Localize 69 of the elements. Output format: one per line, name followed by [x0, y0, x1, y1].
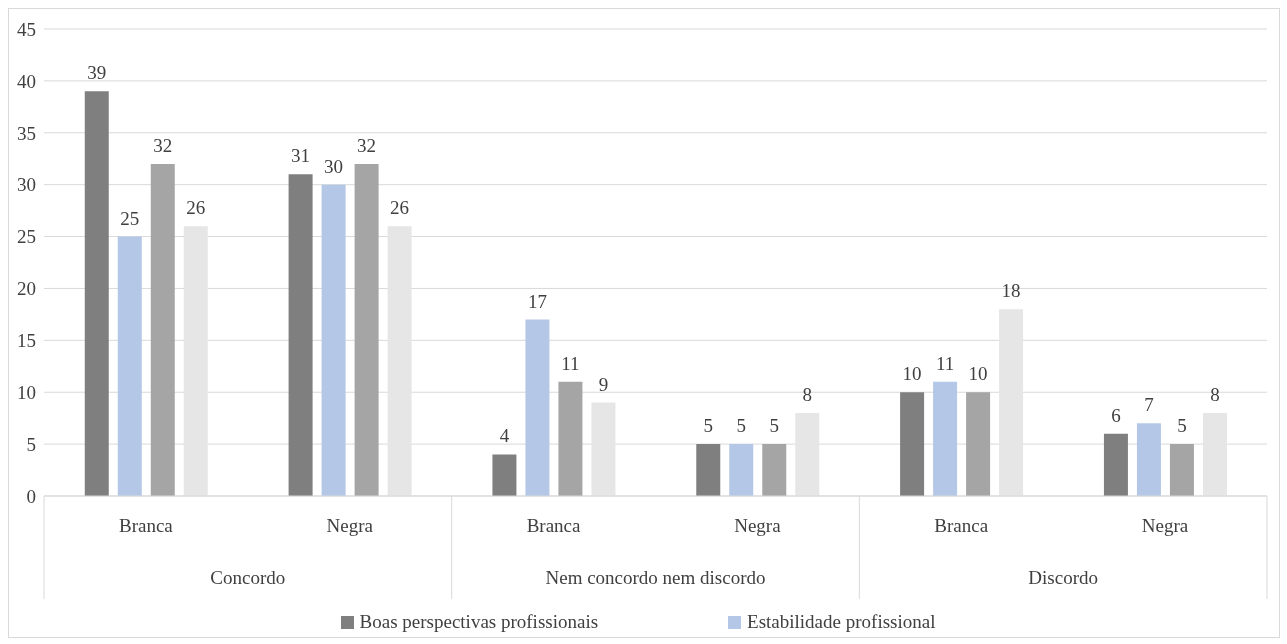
data-label: 6 [1111, 404, 1121, 426]
data-label: 11 [561, 352, 580, 374]
data-label: 9 [598, 373, 609, 395]
data-label: 4 [499, 425, 510, 447]
y-tick-label: 15 [17, 330, 36, 352]
legend-label: Boas perspectivas profissionais [358, 611, 599, 633]
bar [1136, 423, 1161, 496]
bar [999, 309, 1024, 496]
x-tick-label: Branca [526, 515, 582, 536]
data-label: 39 [87, 62, 107, 84]
x-tick-label: Branca [119, 515, 174, 536]
data-label: 31 [291, 145, 311, 167]
y-tick-label: 40 [17, 70, 36, 92]
bar [387, 226, 412, 496]
data-label: 5 [1177, 415, 1187, 437]
x-tick-label: Negra [734, 515, 782, 536]
bar [321, 184, 346, 496]
bar [288, 174, 313, 496]
bar [183, 226, 208, 496]
bar [492, 454, 517, 496]
y-tick-label: 5 [26, 433, 36, 455]
text: Discordo [1028, 567, 1098, 588]
bar [696, 444, 721, 496]
bar [525, 319, 550, 496]
y-tick-label: 45 [17, 18, 36, 40]
data-label: 26 [186, 197, 206, 219]
bar [150, 163, 175, 496]
data-label: 5 [769, 415, 780, 437]
y-tick-label: 0 [26, 485, 36, 507]
bar [558, 381, 583, 496]
bar [1103, 433, 1128, 496]
bar [900, 392, 925, 496]
x-tick-label: Negra [326, 515, 374, 536]
data-label: 8 [802, 383, 813, 405]
data-label: 10 [968, 363, 988, 385]
text: Nem concordo nem discordo [545, 567, 766, 588]
bar [117, 236, 142, 496]
legend-label: Estabilidade profissional [746, 611, 936, 633]
data-label: 17 [527, 290, 547, 312]
data-label: 32 [153, 134, 173, 156]
data-label: 8 [1210, 383, 1220, 405]
bar [84, 91, 109, 496]
bar [1202, 412, 1227, 496]
data-label: 30 [324, 155, 344, 177]
x-tick-label: Branca [934, 515, 989, 536]
x-tick-label: Negra [1141, 515, 1189, 536]
data-label: 5 [703, 415, 714, 437]
bar [762, 444, 787, 496]
y-tick-label: 35 [17, 122, 36, 144]
bar [933, 381, 958, 496]
data-label: 5 [736, 415, 747, 437]
data-label: 25 [120, 207, 140, 229]
bar [966, 392, 991, 496]
data-label: 10 [902, 363, 922, 385]
bar [795, 412, 820, 496]
y-tick-label: 25 [17, 226, 36, 248]
text: Concordo [210, 567, 286, 588]
data-label: 32 [357, 134, 377, 156]
bar [591, 402, 616, 496]
y-tick-label: 20 [17, 278, 36, 300]
bar [729, 444, 754, 496]
data-label: 7 [1144, 394, 1154, 416]
data-label: 11 [935, 352, 955, 374]
y-tick-label: 30 [17, 174, 36, 196]
bar [354, 163, 379, 496]
data-label: 26 [390, 197, 410, 219]
data-label: 18 [1001, 280, 1021, 302]
y-tick-label: 10 [17, 381, 36, 403]
bar [1169, 444, 1194, 496]
